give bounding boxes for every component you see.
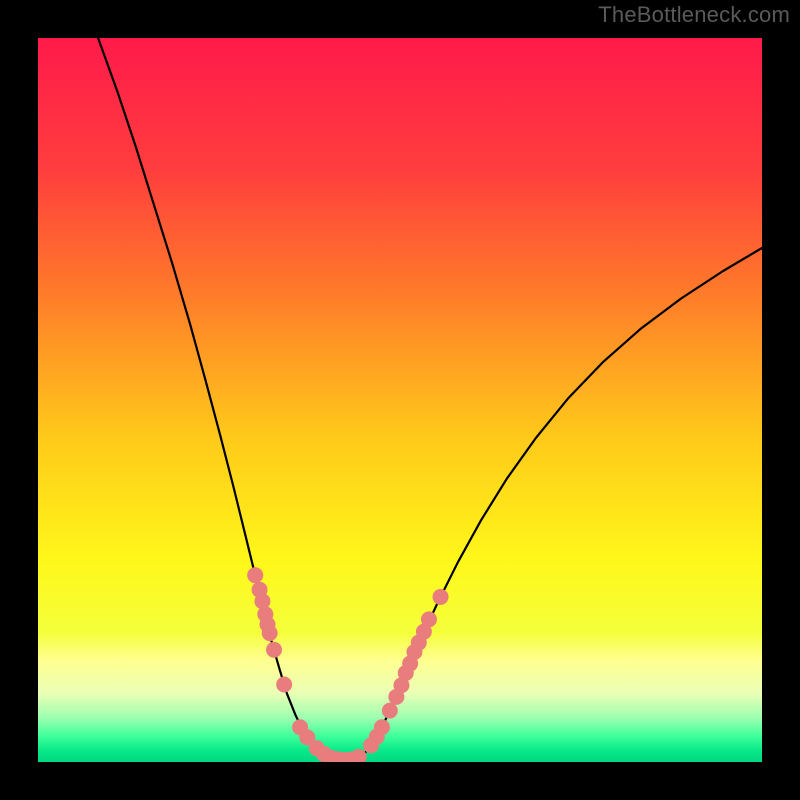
plot-area	[38, 38, 762, 762]
data-point	[351, 749, 366, 762]
bottleneck-curve-chart	[38, 38, 762, 762]
gradient-background	[38, 38, 762, 762]
data-point	[255, 594, 270, 609]
data-point	[421, 612, 436, 627]
data-point	[374, 720, 389, 735]
outer-frame: TheBottleneck.com	[0, 0, 800, 800]
data-point	[267, 642, 282, 657]
data-point	[277, 677, 292, 692]
data-point	[433, 589, 448, 604]
watermark-text: TheBottleneck.com	[598, 2, 790, 28]
data-point	[382, 703, 397, 718]
data-point	[262, 626, 277, 641]
data-point	[248, 568, 263, 583]
